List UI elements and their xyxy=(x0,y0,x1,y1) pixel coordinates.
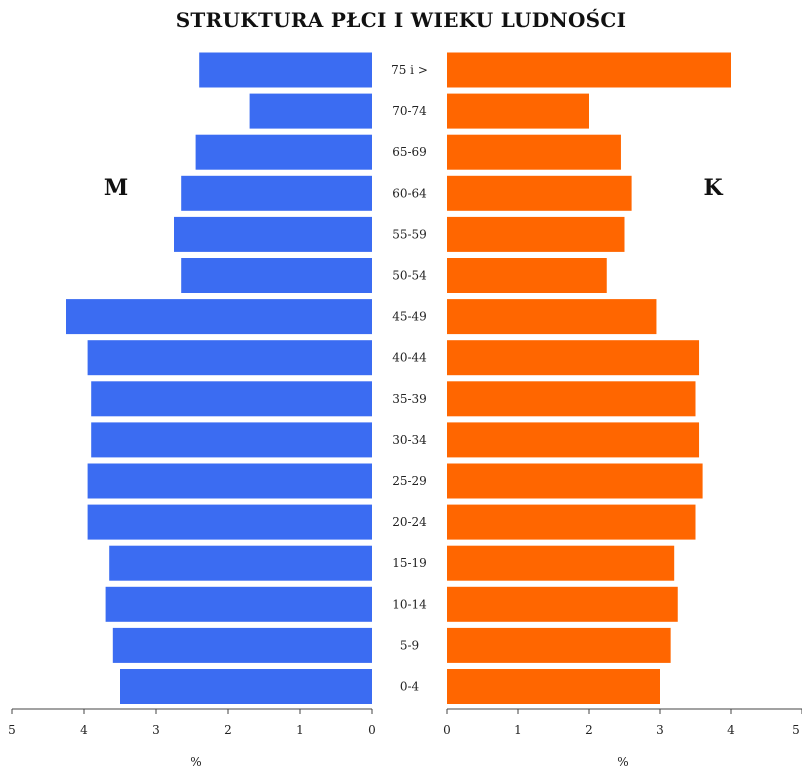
tick-label-right: 2 xyxy=(585,723,593,737)
age-group-label: 70-74 xyxy=(392,104,427,118)
bar-female-30-34 xyxy=(447,422,700,458)
male-bars xyxy=(66,52,373,704)
bar-female-40-44 xyxy=(447,340,700,376)
bar-male-5-9 xyxy=(112,627,373,663)
bar-female-25-29 xyxy=(447,463,703,499)
age-group-label: 15-19 xyxy=(392,556,427,570)
tick-label-left: 1 xyxy=(296,723,304,737)
bar-male-20-24 xyxy=(87,504,372,540)
bar-female-20-24 xyxy=(447,504,696,540)
male-series-label: M xyxy=(104,175,128,201)
age-group-label: 20-24 xyxy=(392,515,427,529)
age-group-label: 40-44 xyxy=(392,351,427,365)
tick-label-right: 3 xyxy=(656,723,664,737)
bar-male-45-49 xyxy=(66,299,372,335)
bar-male-30-34 xyxy=(91,422,372,458)
age-group-label: 5-9 xyxy=(400,638,419,652)
tick-label-left: 3 xyxy=(152,723,160,737)
x-axes: 0 0 1 1 2 2 3 3 4 4 5 5 xyxy=(8,708,802,737)
bar-male-0-4 xyxy=(120,669,372,704)
bar-female-55-59 xyxy=(447,216,625,252)
bar-male-10-14 xyxy=(105,586,372,622)
bar-male-25-29 xyxy=(87,463,372,499)
age-group-label: 35-39 xyxy=(392,392,427,406)
bar-male-35-39 xyxy=(91,381,372,417)
bar-male-60-64 xyxy=(181,175,372,211)
bar-female-60-64 xyxy=(447,175,632,211)
bar-female-70-74 xyxy=(447,93,589,129)
tick-label-right: 1 xyxy=(514,723,522,737)
bar-male-40-44 xyxy=(87,340,372,376)
bar-female-65-69 xyxy=(447,134,621,170)
age-group-label: 60-64 xyxy=(392,186,427,200)
bar-female-50-54 xyxy=(447,258,607,293)
tick-label-left: 0 xyxy=(368,723,376,737)
x-axis-unit-left: % xyxy=(190,755,201,769)
age-group-label: 50-54 xyxy=(392,269,427,283)
age-group-label: 0-4 xyxy=(400,680,420,694)
age-labels: 0-4 5-9 10-14 15-19 20-24 25-29 30-34 35-39 40-4… xyxy=(391,63,428,694)
tick-label-left: 4 xyxy=(80,723,88,737)
bar-male-15-19 xyxy=(109,545,372,581)
tick-label-left: 2 xyxy=(224,723,232,737)
age-group-label: 75 i > xyxy=(391,63,428,77)
bar-male-65-69 xyxy=(195,134,372,170)
age-group-label: 25-29 xyxy=(392,474,427,488)
age-group-label: 45-49 xyxy=(392,310,427,324)
tick-label-right: 4 xyxy=(727,723,735,737)
bar-male-70-74 xyxy=(249,93,372,129)
age-group-label: 10-14 xyxy=(392,597,427,611)
bar-male-50-54 xyxy=(181,258,372,293)
tick-label-right: 5 xyxy=(792,723,800,737)
bar-female-75 i > xyxy=(447,52,731,88)
bar-male-55-59 xyxy=(174,216,372,252)
chart-title: STRUKTURA PŁCI I WIEKU LUDNOŚCI xyxy=(175,8,627,32)
female-bars xyxy=(447,52,731,704)
bar-female-5-9 xyxy=(447,627,671,663)
bar-female-10-14 xyxy=(447,586,678,622)
female-series-label: K xyxy=(703,175,723,201)
bar-female-15-19 xyxy=(447,545,675,581)
x-axis-unit-right: % xyxy=(617,755,628,769)
bar-female-45-49 xyxy=(447,299,657,335)
tick-label-right: 0 xyxy=(443,723,451,737)
age-group-label: 30-34 xyxy=(392,433,427,447)
age-group-label: 65-69 xyxy=(392,145,427,159)
bar-female-0-4 xyxy=(447,669,660,704)
tick-label-left: 5 xyxy=(8,723,16,737)
bar-female-35-39 xyxy=(447,381,696,417)
bar-male-75 i > xyxy=(199,52,372,88)
age-group-label: 55-59 xyxy=(392,227,427,241)
